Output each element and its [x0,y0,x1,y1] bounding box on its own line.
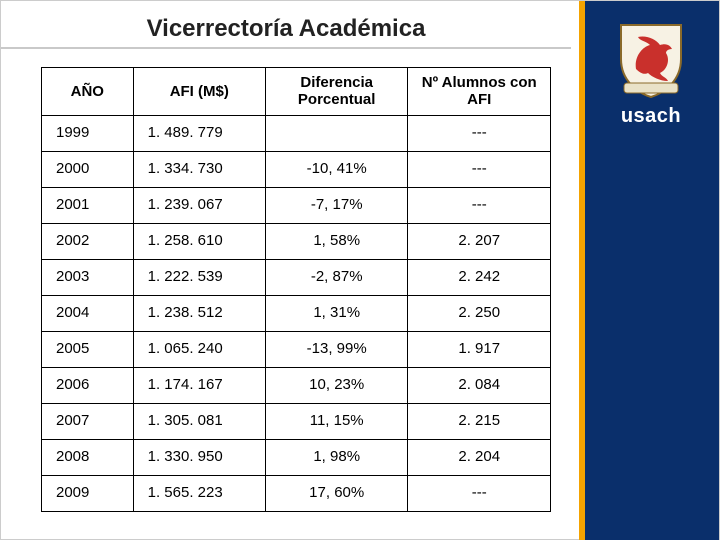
table-row: 20021. 258. 6101, 58%2. 207 [42,223,551,259]
table-row: 20011. 239. 067-7, 17%--- [42,187,551,223]
cell-diff: -7, 17% [265,187,408,223]
cell-diff: -2, 87% [265,259,408,295]
cell-diff: 11, 15% [265,403,408,439]
cell-afi: 1. 065. 240 [133,331,265,367]
cell-diff: 10, 23% [265,367,408,403]
cell-afi: 1. 305. 081 [133,403,265,439]
afi-table-container: AÑO AFI (M$) Diferencia Porcentual Nº Al… [41,67,551,512]
sidebar-accent [579,1,585,540]
brand-block: usach [601,19,701,128]
cell-alumnos: 2. 215 [408,403,551,439]
cell-year: 2005 [42,331,134,367]
cell-diff: 1, 31% [265,295,408,331]
cell-afi: 1. 239. 067 [133,187,265,223]
cell-afi: 1. 334. 730 [133,151,265,187]
table-row: 19991. 489. 779 --- [42,115,551,151]
cell-afi: 1. 174. 167 [133,367,265,403]
cell-alumnos: --- [408,115,551,151]
cell-year: 2009 [42,475,134,511]
cell-diff: -10, 41% [265,151,408,187]
cell-alumnos: --- [408,151,551,187]
header-rule [1,47,571,49]
table-header-row: AÑO AFI (M$) Diferencia Porcentual Nº Al… [42,68,551,116]
cell-year: 2006 [42,367,134,403]
cell-alumnos: 1. 917 [408,331,551,367]
cell-afi: 1. 330. 950 [133,439,265,475]
table-row: 20031. 222. 539-2, 87%2. 242 [42,259,551,295]
cell-diff: -13, 99% [265,331,408,367]
table-row: 20001. 334. 730-10, 41%--- [42,151,551,187]
brand-sidebar: usach [579,1,719,540]
cell-alumnos: 2. 084 [408,367,551,403]
cell-afi: 1. 258. 610 [133,223,265,259]
table-row: 20091. 565. 22317, 60%--- [42,475,551,511]
cell-year: 2003 [42,259,134,295]
afi-table-body: 19991. 489. 779---20001. 334. 730-10, 41… [42,115,551,511]
page-title: Vicerrectoría Académica [1,15,571,43]
cell-year: 2007 [42,403,134,439]
cell-diff: 17, 60% [265,475,408,511]
cell-year: 2000 [42,151,134,187]
table-row: 20071. 305. 08111, 15%2. 215 [42,403,551,439]
cell-year: 2001 [42,187,134,223]
slide: Vicerrectoría Académica usach AÑO AFI ( [0,0,720,540]
col-diff: Diferencia Porcentual [265,68,408,116]
table-row: 20061. 174. 16710, 23%2. 084 [42,367,551,403]
cell-diff: 1, 58% [265,223,408,259]
cell-alumnos: 2. 242 [408,259,551,295]
cell-year: 1999 [42,115,134,151]
cell-alumnos: 2. 207 [408,223,551,259]
cell-afi: 1. 565. 223 [133,475,265,511]
col-afi: AFI (M$) [133,68,265,116]
col-alumnos: Nº Alumnos con AFI [408,68,551,116]
cell-diff: 1, 98% [265,439,408,475]
table-row: 20081. 330. 9501, 98%2. 204 [42,439,551,475]
cell-diff [265,115,408,151]
cell-year: 2008 [42,439,134,475]
col-year: AÑO [42,68,134,116]
cell-alumnos: --- [408,475,551,511]
cell-year: 2002 [42,223,134,259]
cell-afi: 1. 222. 539 [133,259,265,295]
brand-wordmark: usach [601,105,701,128]
cell-afi: 1. 238. 512 [133,295,265,331]
table-row: 20051. 065. 240-13, 99%1. 917 [42,331,551,367]
table-row: 20041. 238. 5121, 31%2. 250 [42,295,551,331]
cell-alumnos: --- [408,187,551,223]
crest-icon [616,19,686,99]
cell-afi: 1. 489. 779 [133,115,265,151]
banner-icon [624,83,678,93]
cell-year: 2004 [42,295,134,331]
cell-alumnos: 2. 204 [408,439,551,475]
afi-table: AÑO AFI (M$) Diferencia Porcentual Nº Al… [41,67,551,512]
cell-alumnos: 2. 250 [408,295,551,331]
